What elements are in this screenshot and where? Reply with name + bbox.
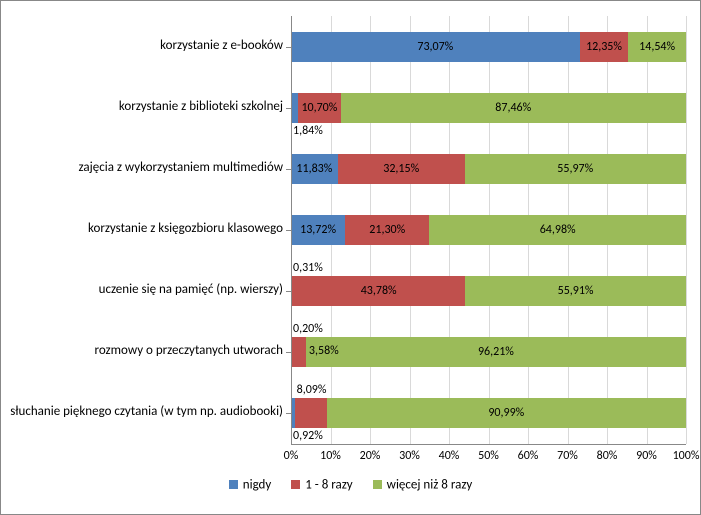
bar-segment-wiecej: 64,98% (429, 215, 686, 245)
bar-segment-nigdy: 11,83% (291, 154, 338, 184)
bar-segment-wiecej: 55,97% (465, 154, 686, 184)
data-label: 43,78% (361, 284, 397, 298)
data-label: 8,09% (297, 383, 327, 397)
y-tick (286, 230, 291, 231)
bar-segment-razy18 (292, 337, 306, 367)
data-label: 12,35% (586, 40, 622, 54)
legend-item: więcej niż 8 razy (373, 477, 473, 492)
x-tick-label: 90% (636, 449, 657, 463)
gridline (686, 16, 687, 444)
bar-segment-razy18: 21,30% (345, 215, 429, 245)
category-label: korzystanie z księgozbioru klasowego (8, 221, 283, 236)
legend-swatch (291, 480, 300, 489)
legend-label: 1 - 8 razy (305, 477, 352, 492)
bar-segment-wiecej: 55,91% (465, 276, 686, 306)
x-tick-label: 70% (557, 449, 578, 463)
x-axis-line (291, 444, 686, 445)
bar-row: 90,99% (291, 398, 686, 428)
data-label: 96,21% (478, 345, 514, 359)
category-label: rozmowy o przeczytanych utworach (8, 343, 283, 358)
bar-segment-razy18: 12,35% (580, 32, 629, 62)
bar-row: 13,72% 21,30% 64,98% (291, 215, 686, 245)
legend: nigdy 1 - 8 razy więcej niż 8 razy (1, 477, 700, 492)
bar-row: 10,70% 87,46% (291, 93, 686, 123)
y-tick (286, 352, 291, 353)
data-label: 13,72% (300, 223, 336, 237)
bar-segment-razy18 (295, 398, 327, 428)
category-label: zajęcia z wykorzystaniem multimediów (8, 160, 283, 175)
data-label: 11,83% (296, 162, 332, 176)
bar-row: 11,83% 32,15% 55,97% (291, 154, 686, 184)
data-label: 3,58% (309, 344, 339, 358)
x-tick-label: 50% (478, 449, 499, 463)
bar-segment-razy18: 32,15% (338, 154, 465, 184)
y-tick (286, 108, 291, 109)
x-tick-label: 100% (673, 449, 700, 463)
data-label: 55,91% (558, 284, 594, 298)
category-label: korzystanie z e-booków (8, 38, 283, 53)
data-label: 0,92% (293, 429, 323, 443)
y-tick (286, 47, 291, 48)
data-label: 14,54% (639, 40, 675, 54)
data-label: 55,97% (557, 162, 593, 176)
x-tick-label: 30% (399, 449, 420, 463)
bar-segment-nigdy: 13,72% (291, 215, 345, 245)
x-tick-label: 10% (320, 449, 341, 463)
legend-label: nigdy (243, 477, 272, 492)
legend-item: nigdy (229, 477, 272, 492)
bar-segment-wiecej: 96,21% (306, 337, 686, 367)
data-label: 87,46% (495, 101, 531, 115)
data-label: 90,99% (488, 406, 524, 420)
legend-label: więcej niż 8 razy (387, 477, 473, 492)
bar-segment-nigdy: 73,07% (291, 32, 580, 62)
y-tick (286, 291, 291, 292)
legend-item: 1 - 8 razy (291, 477, 352, 492)
bar-segment-wiecej: 14,54% (628, 32, 685, 62)
bar-segment-nigdy (291, 93, 298, 123)
stacked-bar-chart: 73,07% 12,35% 14,54% 10,70% 87,46% 11,83% 32,1… (0, 0, 701, 515)
bar-row: 43,78% 55,91% (291, 276, 686, 306)
category-label: korzystanie z biblioteki szkolnej (8, 99, 283, 114)
y-tick (286, 169, 291, 170)
bar-row: 96,21% (291, 337, 686, 367)
data-label: 10,70% (301, 101, 337, 115)
legend-swatch (229, 480, 238, 489)
category-label: słuchanie pięknego czytania (w tym np. a… (8, 404, 283, 419)
data-label: 64,98% (540, 223, 576, 237)
x-tick-label: 60% (518, 449, 539, 463)
bar-segment-wiecej: 90,99% (327, 398, 686, 428)
bar-segment-razy18: 10,70% (298, 93, 340, 123)
category-label: uczenie się na pamięć (np. wierszy) (8, 282, 283, 297)
bar-segment-wiecej: 87,46% (341, 93, 686, 123)
x-tick-label: 20% (360, 449, 381, 463)
data-label: 21,30% (369, 223, 405, 237)
y-tick (286, 413, 291, 414)
bar-segment-razy18: 43,78% (292, 276, 465, 306)
data-label: 73,07% (417, 40, 453, 54)
plot-area: 73,07% 12,35% 14,54% 10,70% 87,46% 11,83% 32,1… (291, 16, 686, 444)
data-label: 0,31% (293, 261, 323, 275)
data-label: 0,20% (293, 322, 323, 336)
x-tick-label: 0% (284, 449, 299, 463)
data-label: 32,15% (383, 162, 419, 176)
data-label: 1,84% (293, 124, 323, 138)
x-tick-label: 40% (439, 449, 460, 463)
bar-row: 73,07% 12,35% 14,54% (291, 32, 686, 62)
x-tick-label: 80% (597, 449, 618, 463)
legend-swatch (373, 480, 382, 489)
y-axis-line (291, 16, 292, 444)
